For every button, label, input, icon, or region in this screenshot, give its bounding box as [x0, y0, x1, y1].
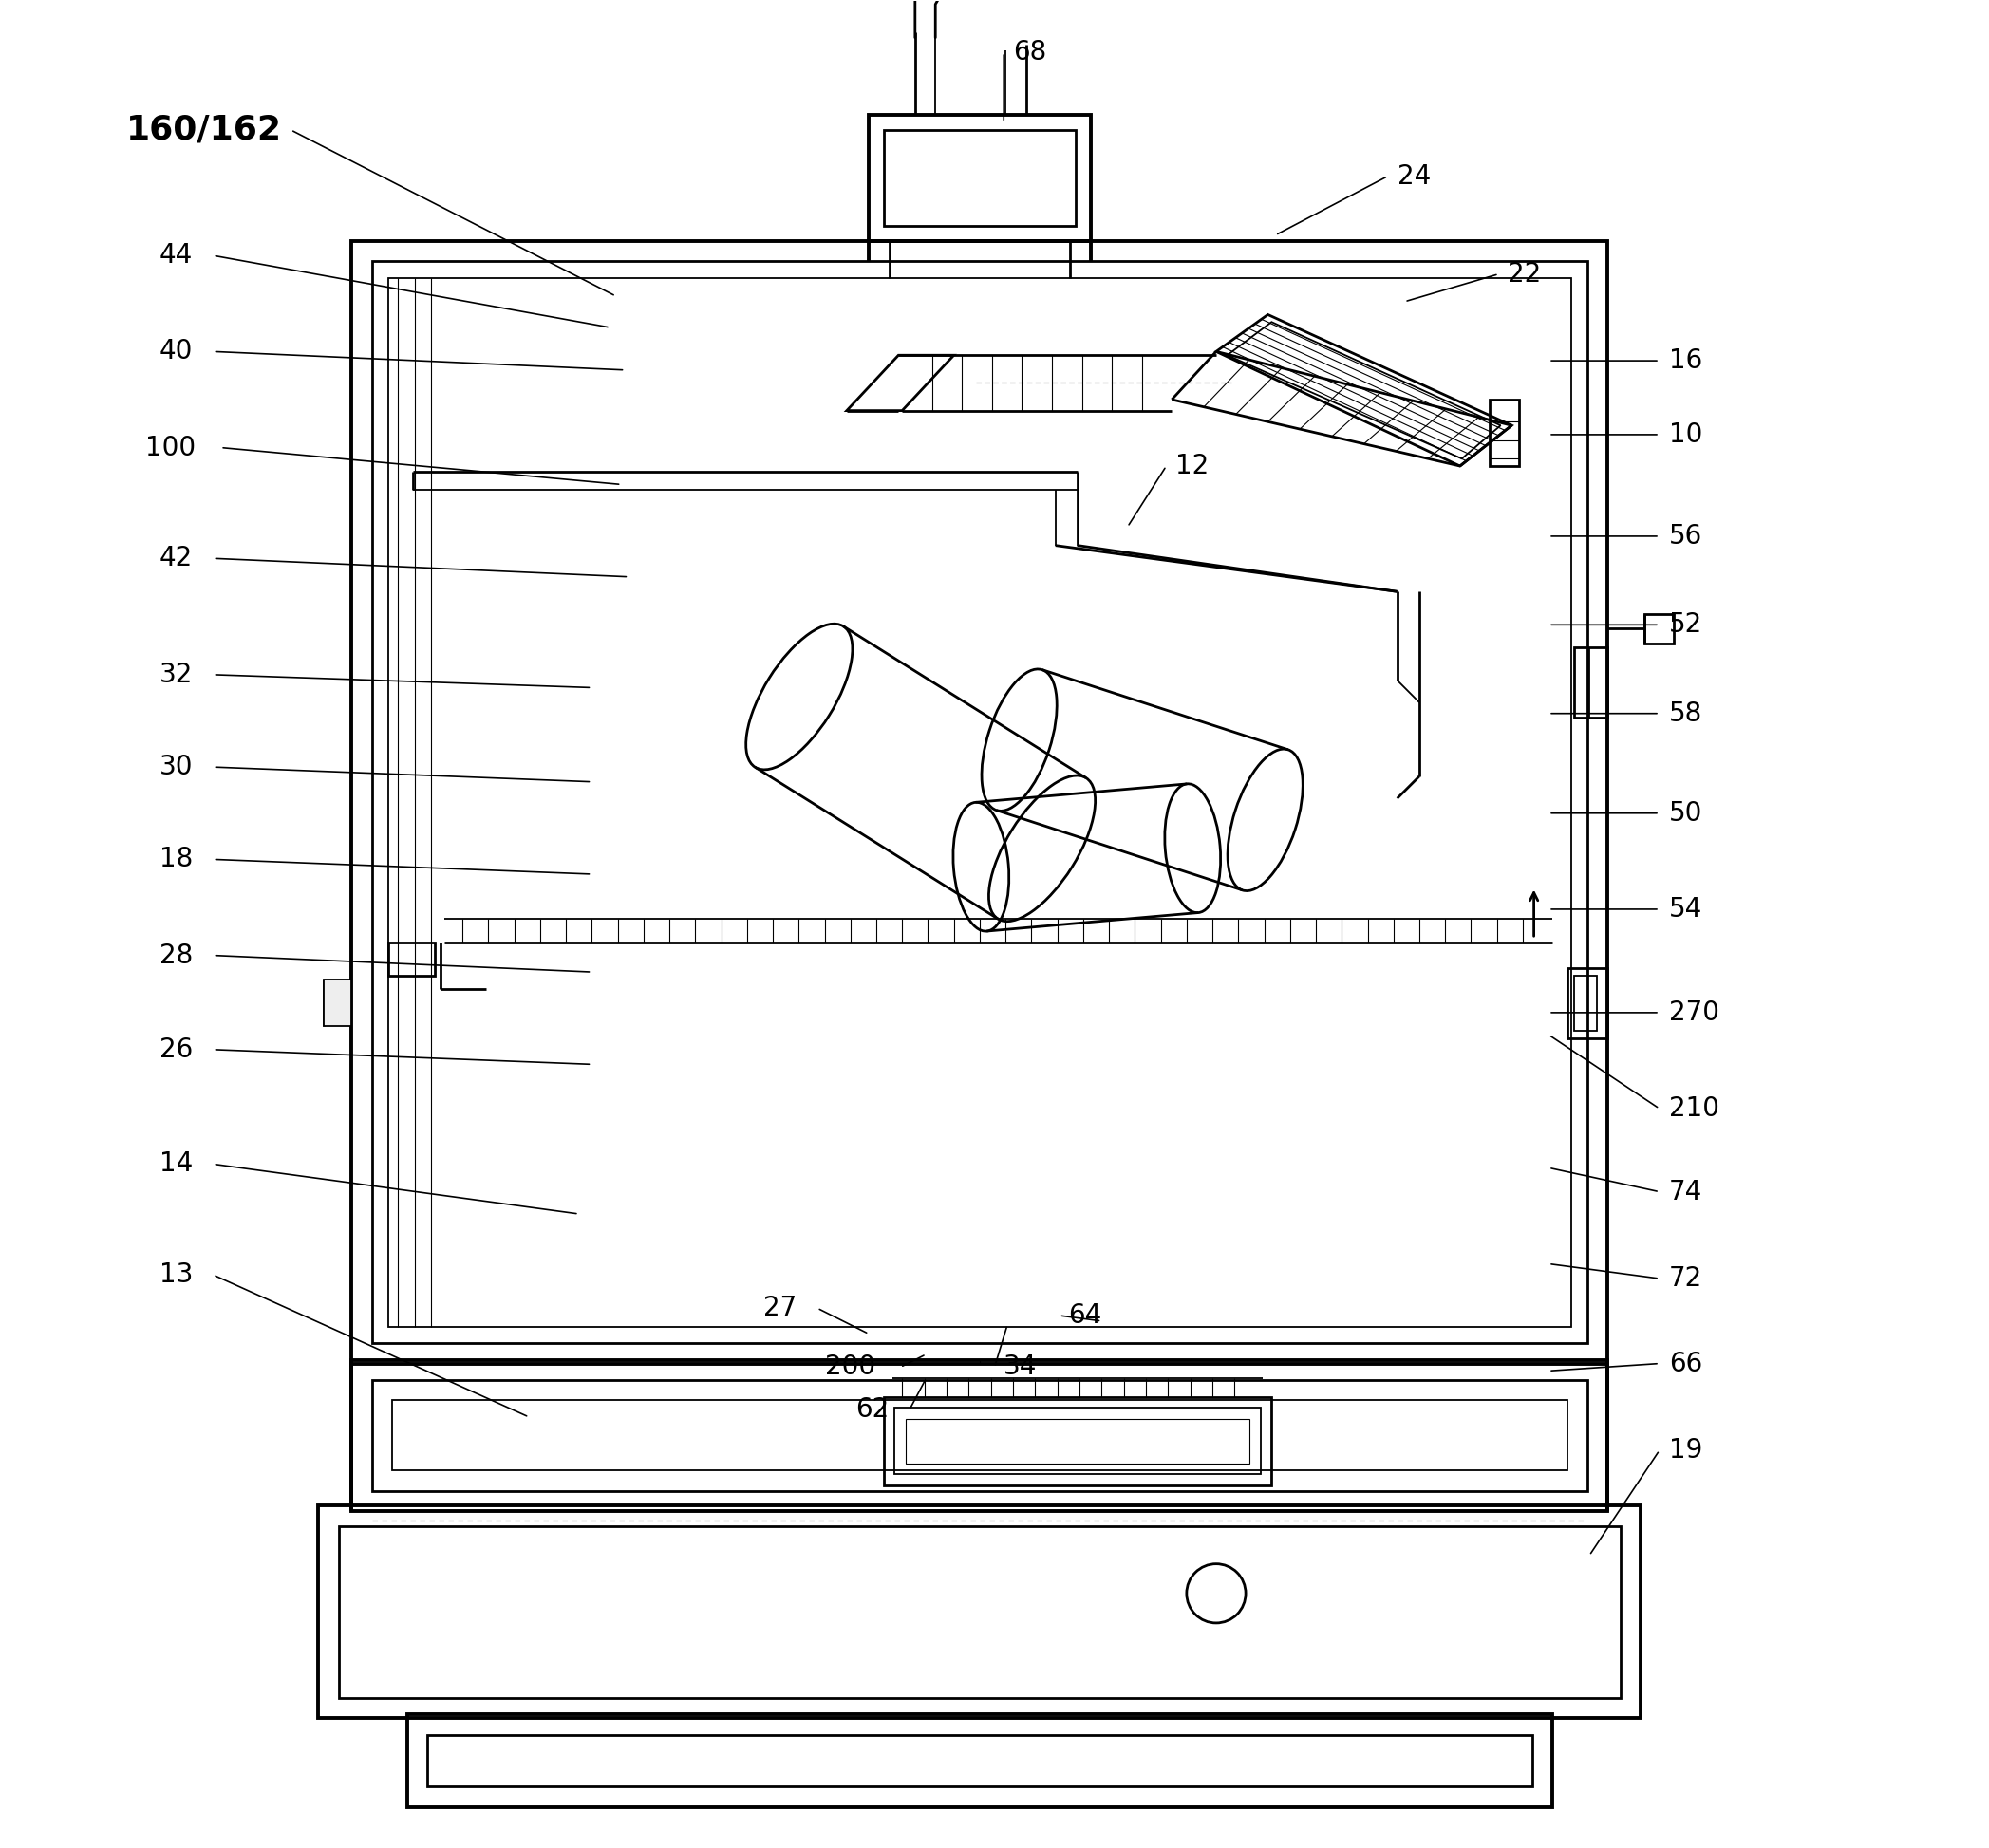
Text: 14: 14 — [159, 1151, 193, 1177]
Bar — [372, 261, 1587, 1343]
Bar — [324, 979, 352, 1026]
Text: 18: 18 — [159, 846, 193, 872]
Text: 56: 56 — [1669, 523, 1703, 549]
Bar — [352, 240, 1607, 1364]
Text: 100: 100 — [145, 434, 195, 460]
Text: 68: 68 — [1012, 39, 1046, 67]
Bar — [905, 1419, 1249, 1464]
Text: 28: 28 — [159, 942, 193, 968]
Text: 58: 58 — [1669, 700, 1703, 726]
Text: 24: 24 — [1396, 163, 1430, 188]
Bar — [1575, 647, 1607, 717]
Text: 54: 54 — [1669, 896, 1703, 922]
Text: 210: 210 — [1669, 1096, 1718, 1122]
Text: 64: 64 — [1068, 1303, 1102, 1329]
Bar — [408, 1715, 1551, 1807]
Bar — [869, 115, 1090, 240]
Text: 19: 19 — [1669, 1438, 1703, 1464]
Text: 22: 22 — [1508, 261, 1541, 286]
Bar — [1490, 399, 1520, 466]
Bar — [372, 1380, 1587, 1491]
Text: 32: 32 — [159, 662, 193, 687]
Bar — [388, 942, 436, 976]
Text: 30: 30 — [159, 754, 193, 780]
Bar — [318, 1506, 1641, 1719]
Text: 40: 40 — [159, 338, 193, 364]
Text: 270: 270 — [1669, 1000, 1718, 1026]
Bar — [388, 277, 1571, 1327]
Text: 50: 50 — [1669, 800, 1703, 826]
Text: 26: 26 — [159, 1037, 193, 1063]
Text: 42: 42 — [159, 545, 193, 571]
Text: 34: 34 — [1004, 1355, 1038, 1380]
Bar — [352, 1360, 1607, 1512]
Bar — [428, 1735, 1532, 1787]
Text: 13: 13 — [159, 1262, 193, 1288]
Text: 10: 10 — [1669, 421, 1703, 447]
Bar — [1567, 968, 1607, 1039]
Text: 52: 52 — [1669, 612, 1703, 638]
Bar — [895, 1408, 1261, 1475]
Text: 200: 200 — [825, 1355, 875, 1380]
Text: 27: 27 — [764, 1295, 798, 1321]
Text: 66: 66 — [1669, 1351, 1703, 1377]
Bar — [338, 1526, 1621, 1698]
Text: 160/162: 160/162 — [127, 115, 282, 146]
Text: 44: 44 — [159, 242, 193, 268]
Bar — [392, 1401, 1567, 1471]
Bar — [883, 1397, 1271, 1486]
Bar — [883, 129, 1076, 225]
Text: 16: 16 — [1669, 347, 1703, 373]
Bar — [1575, 976, 1597, 1031]
Text: 62: 62 — [855, 1397, 889, 1423]
Text: 12: 12 — [1175, 453, 1209, 479]
Bar — [1645, 614, 1675, 643]
Text: 74: 74 — [1669, 1179, 1703, 1205]
Text: 72: 72 — [1669, 1266, 1703, 1292]
